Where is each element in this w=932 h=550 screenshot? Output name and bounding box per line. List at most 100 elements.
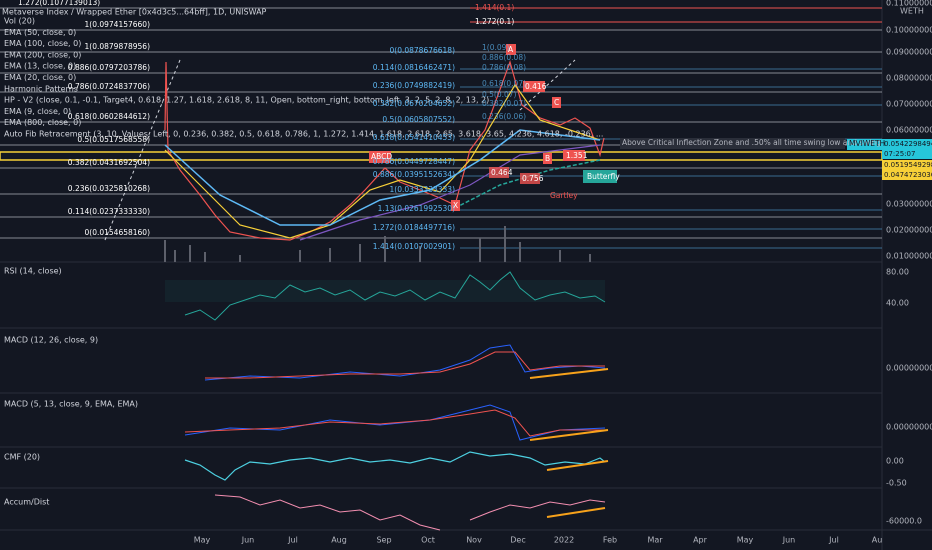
fib-lines bbox=[0, 7, 882, 239]
axis-label: 0.00 bbox=[886, 457, 904, 466]
pattern-label: ABCD bbox=[371, 152, 392, 161]
axis-label: 80.00 bbox=[886, 268, 909, 277]
pattern-badge bbox=[489, 167, 509, 178]
pattern-badge bbox=[520, 173, 540, 184]
fib-label: 0.382(0.0431692504) bbox=[68, 158, 150, 167]
time-axis-label: May bbox=[737, 536, 754, 545]
fib-label-small: 0.382(0.07) bbox=[482, 99, 526, 108]
ema-line bbox=[299, 144, 601, 241]
fib-label: 1(0.0333333333) bbox=[390, 185, 456, 194]
fib-label: 0.114(0.0237333330) bbox=[68, 207, 150, 216]
symbol-tag: MVIWETH bbox=[849, 139, 885, 148]
currency: WETH bbox=[900, 7, 924, 16]
fib-label: 0.114(0.0816462471) bbox=[373, 63, 455, 72]
time-axis-label: Jun bbox=[782, 536, 796, 545]
price-axis-label: 0.0100000000 bbox=[886, 252, 932, 261]
pattern-badge bbox=[552, 97, 561, 108]
fib-label: 1.414(0.0107002901) bbox=[373, 242, 455, 251]
fib-label: 0.618(0.0602844612) bbox=[68, 112, 150, 121]
indicator-legend: EMA (200, close, 0) bbox=[4, 50, 81, 59]
divergence-line bbox=[529, 429, 609, 441]
fib-label: 1.13(0.0261992530) bbox=[378, 204, 455, 213]
time-axis-label: Jul bbox=[287, 536, 298, 545]
pattern-badge bbox=[583, 170, 617, 183]
price-axis-label: 0.1100000000 bbox=[886, 0, 932, 8]
time-axis-label: Oct bbox=[421, 536, 435, 545]
accum-line bbox=[214, 494, 606, 531]
price-axis-label: 0.0900000000 bbox=[886, 48, 932, 57]
annotation-box bbox=[620, 138, 845, 149]
volume-bars bbox=[164, 226, 591, 262]
fib-label: 1(0.0879878956) bbox=[85, 42, 151, 51]
pattern-badge bbox=[451, 200, 460, 211]
pattern-label: X bbox=[453, 201, 458, 210]
rsi-line bbox=[184, 271, 606, 321]
fib-label-small: 0.786(0.08) bbox=[482, 63, 526, 72]
countdown: 07:25:07 bbox=[884, 150, 915, 158]
signal-line bbox=[205, 351, 605, 379]
time-axis-label: Au bbox=[872, 536, 883, 545]
pattern-label: C bbox=[554, 98, 559, 107]
fib-label: 0.5(0.0605807552) bbox=[382, 115, 455, 124]
pattern-badge bbox=[563, 150, 585, 161]
fib-label: 0.236(0.0749882419) bbox=[373, 81, 455, 90]
pattern-badge bbox=[523, 81, 545, 92]
pattern-label: Gartley bbox=[550, 191, 578, 200]
pattern-badge bbox=[369, 151, 391, 163]
fib-label: 0.382(0.0670204652) bbox=[373, 99, 455, 108]
indicator-legend: EMA (50, close, 0) bbox=[4, 28, 76, 37]
indicator-legend: EMA (9, close, 0) bbox=[4, 107, 71, 116]
axis-label: 40.00 bbox=[886, 299, 909, 308]
trend-line bbox=[519, 59, 576, 111]
symbol-tag bbox=[847, 139, 882, 150]
price-axis-label: 0.0300000000 bbox=[886, 200, 932, 209]
axis-label: 0.0000000000 bbox=[886, 423, 932, 432]
indicator-legend: Harmonic Patterns bbox=[4, 84, 78, 93]
fib-label-small: 0.236(0.06) bbox=[482, 112, 526, 121]
time-axis-label: Mar bbox=[647, 536, 663, 545]
price-axis-label: 0.0700000000 bbox=[886, 100, 932, 109]
time-axis-label: Aug bbox=[331, 536, 347, 545]
fib-label: 1(0.0974157660) bbox=[85, 20, 151, 29]
axis-label: -60000.0 bbox=[886, 517, 922, 526]
time-axis-label: May bbox=[194, 536, 211, 545]
price-tag: 0.0542298494 bbox=[884, 140, 932, 148]
indicator-legend: Auto Fib Retracement (3, 10, Values, Lef… bbox=[4, 130, 603, 139]
pane-title: MACD (5, 13, close, 9, EMA, EMA) bbox=[4, 400, 138, 409]
fib-label-small: 0.886(0.08) bbox=[482, 53, 526, 62]
pane-title: Accum/Dist bbox=[4, 498, 49, 507]
macd-line bbox=[204, 344, 606, 381]
price-axis-label: 0.1000000000 bbox=[886, 26, 932, 35]
ema-line bbox=[164, 129, 601, 226]
price-axis-label: 0.0200000000 bbox=[886, 226, 932, 235]
ema-line bbox=[164, 83, 601, 239]
divergence-line bbox=[546, 460, 609, 471]
indicator-legend: HP - V2 (close, 0.1, -0.1, Target4, 0.61… bbox=[4, 96, 489, 105]
cmf-line bbox=[184, 451, 606, 481]
time-axis-label: Feb bbox=[603, 536, 617, 545]
fib-label: 0.886(0.0395152634) bbox=[373, 170, 455, 179]
signal-line bbox=[184, 409, 605, 437]
fib-label: 0(0.0154658160) bbox=[85, 228, 151, 237]
divergence-line bbox=[546, 507, 606, 518]
time-axis-label: Jun bbox=[241, 536, 255, 545]
indicator-legend: EMA (800, close, 0) bbox=[4, 118, 81, 127]
pattern-label: Butterfly bbox=[587, 172, 620, 181]
pattern-label: B bbox=[545, 154, 550, 163]
indicator-legend: EMA (20, close, 0) bbox=[4, 73, 76, 82]
time-axis-label: Sep bbox=[376, 536, 391, 545]
indicator-legend: EMA (13, close, 0) bbox=[4, 62, 76, 71]
level-tag bbox=[882, 170, 932, 180]
chart-title: Metaverse Index / Wrapped Ether [0x4d3c5… bbox=[2, 8, 267, 17]
fib-label: 1.272(0.1077139013) bbox=[18, 0, 100, 7]
time-axis-label: Nov bbox=[466, 536, 482, 545]
pattern-badge bbox=[506, 44, 516, 55]
fib-label: 0.786(0.0724837706) bbox=[68, 82, 150, 91]
trend-line bbox=[104, 59, 181, 241]
pattern-label: 0.464 bbox=[491, 168, 513, 177]
pattern-badge bbox=[543, 153, 552, 164]
time-axis-label: Apr bbox=[693, 536, 708, 545]
pattern-label: 0.756 bbox=[522, 174, 544, 183]
time-axis-label: 2022 bbox=[554, 536, 574, 545]
